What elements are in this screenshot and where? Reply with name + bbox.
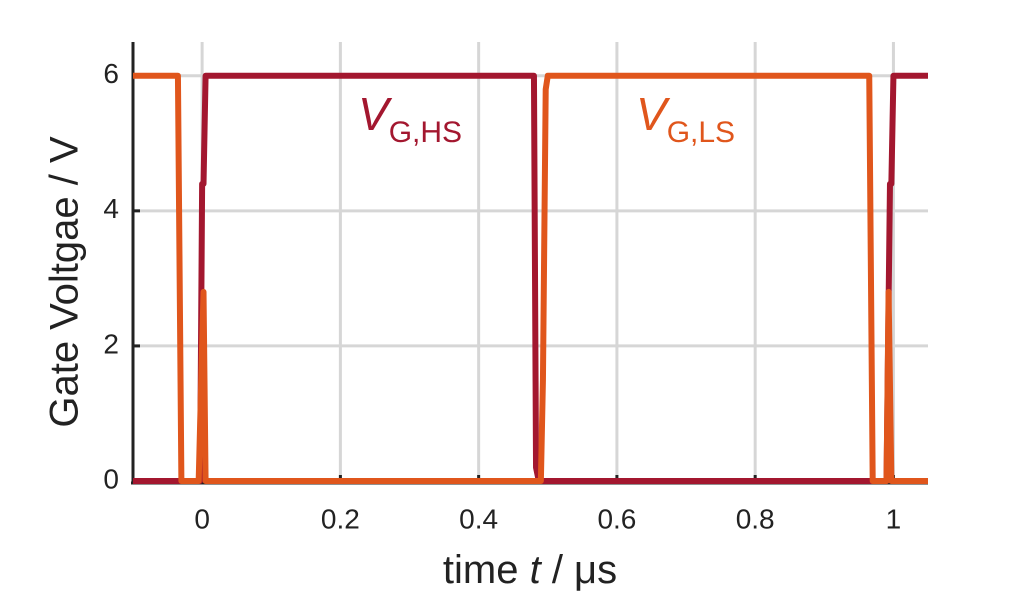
series-symbol: V	[358, 88, 393, 140]
y-tick-label: 2	[103, 328, 119, 359]
x-axis-label: time t / μs	[443, 548, 617, 592]
y-tick-label: 6	[103, 58, 119, 89]
x-label-unit: / μs	[552, 548, 617, 592]
series-label: VG,HS	[358, 88, 462, 149]
x-tick-label: 0.6	[597, 503, 636, 534]
series-name: G,LS	[667, 116, 735, 149]
x-tick-label: 1	[886, 503, 902, 534]
x-label-var: t	[530, 548, 543, 592]
y-axis-label: Gate Voltgae / V	[43, 136, 87, 428]
y-tick-label: 0	[103, 463, 119, 494]
x-tick-label: 0	[194, 503, 210, 534]
series-line	[133, 72, 928, 484]
series-line	[133, 72, 928, 484]
series-symbol: V	[636, 88, 671, 140]
series-name: G,HS	[389, 116, 462, 149]
x-label-text: time	[443, 548, 519, 592]
x-tick-label: 0.8	[736, 503, 775, 534]
series-label: VG,LS	[636, 88, 735, 149]
x-tick-label: 0.2	[321, 503, 360, 534]
x-tick-label: 0.4	[459, 503, 498, 534]
y-tick-label: 4	[103, 193, 119, 224]
